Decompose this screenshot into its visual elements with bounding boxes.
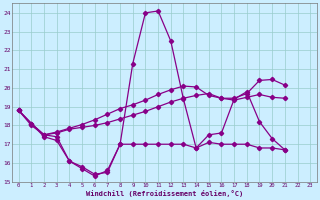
X-axis label: Windchill (Refroidissement éolien,°C): Windchill (Refroidissement éolien,°C) [86, 190, 243, 197]
